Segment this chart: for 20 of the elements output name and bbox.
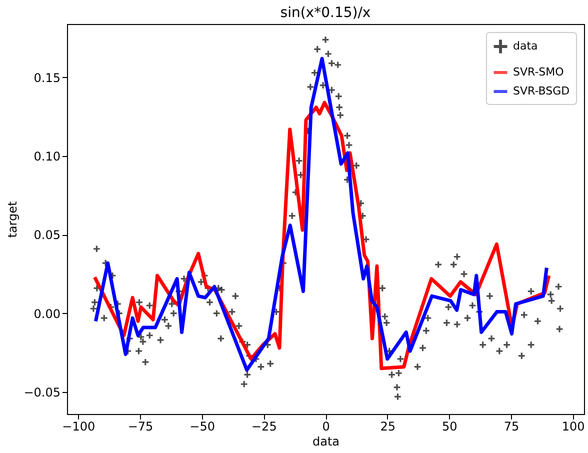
x-tick-label: 100 bbox=[562, 420, 585, 434]
y-tick-label: 0.00 bbox=[34, 306, 60, 321]
x-tick-label: 0 bbox=[322, 420, 330, 434]
x-tick-label: 25 bbox=[380, 420, 396, 434]
legend-label: SVR-SMO bbox=[513, 66, 564, 78]
y-axis-title: target bbox=[6, 200, 20, 238]
y-tick-label: −0.05 bbox=[24, 385, 60, 400]
legend-label: SVR-BSGD bbox=[513, 84, 570, 98]
y-tick-label: 0.10 bbox=[34, 150, 60, 164]
y-tick-label: 0.05 bbox=[34, 228, 60, 242]
x-tick-label: −25 bbox=[251, 420, 277, 434]
x-tick-label: 75 bbox=[504, 420, 520, 434]
x-tick-label: −50 bbox=[190, 420, 215, 434]
x-axis-title: data bbox=[312, 434, 340, 448]
legend-label: data bbox=[513, 40, 538, 52]
x-tick-label: −75 bbox=[128, 420, 154, 434]
x-tick-label: 50 bbox=[442, 420, 458, 434]
x-tick-label: −100 bbox=[62, 420, 96, 434]
y-tick-label: 0.15 bbox=[34, 70, 60, 85]
chart-title: sin(x*0.15)/x bbox=[280, 5, 371, 21]
